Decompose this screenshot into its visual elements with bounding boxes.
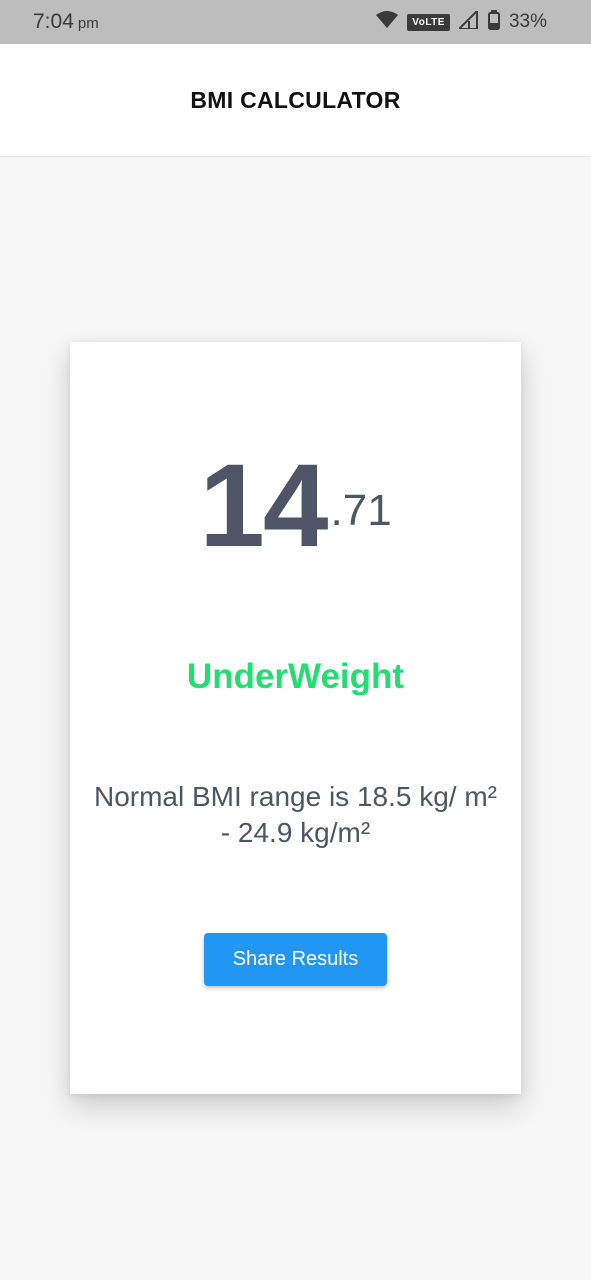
status-bar: 7:04 pm VoLTE 33% (0, 0, 591, 44)
bmi-decimal: .71 (330, 486, 392, 535)
app-bar: BMI CALCULATOR (0, 44, 591, 157)
share-results-button[interactable]: Share Results (204, 933, 387, 986)
bmi-value: 14 .71 (70, 447, 521, 565)
bmi-integer: 14 (199, 440, 328, 572)
clock: 7:04 pm (33, 10, 99, 34)
wifi-icon (376, 10, 399, 34)
normal-range-text: Normal BMI range is 18.5 kg/ m² - 24.9 k… (93, 781, 498, 848)
battery-icon (487, 9, 500, 35)
bmi-category: UnderWeight (186, 657, 405, 696)
page-title: BMI CALCULATOR (190, 86, 401, 113)
result-card: 14 .71 UnderWeight Normal BMI range is 1… (70, 342, 521, 1094)
battery-percent: 33% (508, 11, 547, 32)
status-time: 7:04 (33, 10, 74, 33)
status-icons: VoLTE 33% (376, 8, 547, 35)
signal-icon (456, 8, 479, 34)
status-ampm: pm (77, 15, 99, 32)
volte-badge: VoLTE (407, 13, 450, 31)
